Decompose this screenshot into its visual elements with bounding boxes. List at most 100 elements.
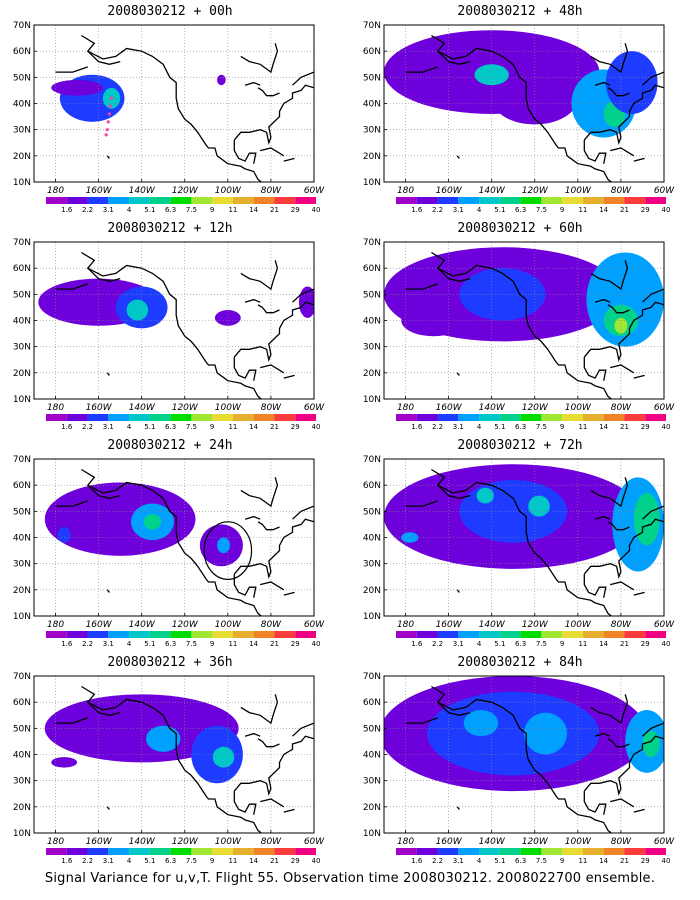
colorbar-label: 9 bbox=[210, 423, 214, 431]
variance-contour bbox=[401, 532, 419, 543]
lon-label: 180 bbox=[47, 837, 64, 847]
coastline bbox=[292, 71, 314, 86]
variance-map: 70N 60N 50N 40N 30N 20N 10N 180 160W 140W 120W 100W… bbox=[13, 238, 325, 431]
coastline bbox=[610, 581, 635, 591]
colorbar-swatch bbox=[499, 848, 521, 855]
colorbar-swatch bbox=[170, 197, 192, 204]
coastline bbox=[244, 732, 261, 737]
colorbar-label: 9 bbox=[210, 206, 214, 214]
lon-label: 140W bbox=[479, 186, 506, 196]
colorbar-label: 3.1 bbox=[453, 857, 464, 865]
lat-label: 20N bbox=[363, 803, 381, 813]
variance-contour bbox=[51, 79, 103, 96]
colorbar-swatch bbox=[46, 414, 67, 421]
coastline bbox=[55, 717, 89, 724]
lat-label: 70N bbox=[13, 238, 31, 248]
dropsonde-point bbox=[107, 112, 111, 116]
colorbar-swatch bbox=[295, 414, 316, 421]
lat-label: 60N bbox=[13, 47, 31, 57]
colorbar-swatch bbox=[129, 414, 150, 421]
colorbar-label: 21 bbox=[620, 206, 629, 214]
lon-label: 180 bbox=[47, 620, 64, 630]
colorbar-label: 40 bbox=[662, 206, 671, 214]
dropsonde-point bbox=[106, 120, 110, 124]
colorbar-label: 7.5 bbox=[186, 423, 197, 431]
colorbar-label: 2.2 bbox=[82, 640, 93, 648]
lat-label: 10N bbox=[363, 612, 381, 622]
colorbar-label: 5.1 bbox=[494, 206, 505, 214]
coastline bbox=[642, 505, 664, 520]
coastline bbox=[583, 574, 607, 598]
lon-label: 80W bbox=[261, 620, 282, 630]
lat-label: 70N bbox=[363, 238, 381, 248]
lat-label: 60N bbox=[13, 698, 31, 708]
lon-label: 60W bbox=[654, 837, 675, 847]
colorbar-swatch bbox=[582, 631, 604, 638]
coastline bbox=[431, 685, 613, 833]
coastline bbox=[607, 87, 630, 97]
coastline bbox=[233, 574, 257, 598]
colorbar-swatch bbox=[624, 631, 646, 638]
lon-label: 100W bbox=[215, 186, 242, 196]
coastline bbox=[257, 304, 280, 314]
variance-map: 70N 60N 50N 40N 30N 20N 10N 180 160W 140W 120W 100W… bbox=[363, 238, 675, 431]
lon-label: 140W bbox=[479, 403, 506, 413]
colorbar-swatch bbox=[562, 848, 583, 855]
colorbar-label: 9 bbox=[560, 423, 564, 431]
colorbar-swatch bbox=[87, 631, 109, 638]
colorbar-label: 11 bbox=[228, 857, 237, 865]
lon-label: 100W bbox=[565, 403, 592, 413]
coastline bbox=[81, 685, 263, 833]
colorbar-swatch bbox=[479, 414, 500, 421]
figure-caption: Signal Variance for u,v,T. Flight 55. Ob… bbox=[44, 871, 656, 886]
colorbar-label: 29 bbox=[641, 206, 650, 214]
coastline bbox=[583, 84, 664, 146]
colorbar-swatch bbox=[416, 414, 438, 421]
colorbar-label: 4 bbox=[477, 857, 482, 865]
colorbar-swatch bbox=[232, 848, 254, 855]
coastline bbox=[233, 791, 257, 815]
colorbar-swatch bbox=[479, 631, 500, 638]
colorbar-swatch bbox=[520, 197, 542, 204]
coastline bbox=[240, 694, 279, 725]
map-layers bbox=[384, 676, 664, 833]
dropsonde-point bbox=[104, 133, 108, 137]
colorbar-swatch bbox=[87, 414, 109, 421]
coastline bbox=[257, 738, 280, 748]
colorbar-label: 7.5 bbox=[186, 206, 197, 214]
colorbar-swatch bbox=[149, 631, 171, 638]
colorbar-label: 11 bbox=[578, 206, 587, 214]
dropsonde-point bbox=[108, 104, 113, 108]
colorbar-label: 21 bbox=[620, 423, 629, 431]
colorbar-swatch bbox=[66, 848, 88, 855]
colorbar-label: 1.6 bbox=[61, 423, 73, 431]
colorbar-label: 6.3 bbox=[515, 206, 526, 214]
coastline bbox=[260, 581, 285, 591]
colorbar-label: 7.5 bbox=[536, 640, 547, 648]
lon-label: 180 bbox=[397, 837, 414, 847]
colorbar-label: 5.1 bbox=[494, 857, 505, 865]
coastline bbox=[610, 147, 635, 157]
coastline bbox=[233, 735, 314, 797]
colorbar-label: 9 bbox=[560, 206, 564, 214]
lon-label: 140W bbox=[479, 620, 506, 630]
lat-label: 40N bbox=[13, 317, 31, 327]
map-panel-24h: 2008030212 + 24h 70N 60N 50N 40N 30N 20N 10N 180… bbox=[0, 434, 340, 650]
colorbar-label: 5.1 bbox=[144, 206, 155, 214]
colorbar-swatch bbox=[253, 414, 275, 421]
coastline bbox=[260, 364, 285, 374]
map-layers bbox=[34, 676, 314, 833]
colorbar-swatch bbox=[562, 197, 583, 204]
lon-label: 100W bbox=[215, 837, 242, 847]
variance-map: 70N 60N 50N 40N 30N 20N 10N 180 160W 140W 120W 100W… bbox=[13, 672, 325, 865]
lon-label: 100W bbox=[215, 403, 242, 413]
lon-label: 120W bbox=[522, 403, 549, 413]
colorbar-label: 5.1 bbox=[494, 423, 505, 431]
lon-label: 80W bbox=[611, 403, 632, 413]
colorbar-swatch bbox=[46, 197, 67, 204]
variance-map: 70N 60N 50N 40N 30N 20N 10N 180 160W 140W 120W 100W… bbox=[363, 672, 675, 865]
variance-map: 70N 60N 50N 40N 30N 20N 10N 180 160W 140W 120W 100W… bbox=[363, 455, 675, 648]
lat-label: 70N bbox=[363, 672, 381, 682]
coastline bbox=[642, 288, 664, 303]
lon-label: 120W bbox=[172, 620, 199, 630]
